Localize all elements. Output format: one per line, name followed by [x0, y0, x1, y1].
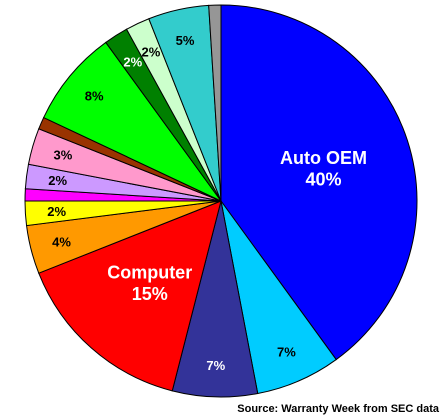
pie-slice: [220, 4, 418, 361]
slice-label: 2%: [48, 173, 67, 188]
slice-label: Computer 15%: [107, 262, 192, 304]
pie-slice: [42, 41, 222, 202]
slice-category: Computer: [107, 262, 192, 282]
slice-label: 2%: [47, 204, 66, 219]
slice-value-label: 2%: [142, 45, 161, 60]
slice-label: 7%: [277, 345, 296, 360]
slice-value-label: 2%: [123, 55, 142, 70]
slice-label: Auto OEM 40%: [280, 148, 367, 190]
slice-category: Auto OEM: [280, 148, 367, 168]
slice-value-label: 40%: [306, 170, 342, 190]
source-note: Source: Warranty Week from SEC data: [237, 403, 440, 415]
slice-label: 7%: [206, 358, 225, 373]
slice-label: 5%: [176, 33, 195, 48]
slice-label: 4%: [52, 234, 71, 249]
slice-value-label: 4%: [52, 234, 71, 249]
slice-label: 2%: [142, 45, 161, 60]
slice-value-label: 8%: [85, 89, 104, 104]
pie-slice: [38, 200, 222, 392]
slice-label: 8%: [85, 89, 104, 104]
slice-label: 3%: [53, 148, 72, 163]
slice-value-label: 3%: [53, 148, 72, 163]
slice-value-label: 7%: [277, 345, 296, 360]
slice-value-label: 2%: [48, 173, 67, 188]
slice-label: 2%: [123, 55, 142, 70]
pie-slice: [208, 4, 222, 202]
slice-value-label: 15%: [132, 284, 168, 304]
slice-value-label: 7%: [206, 358, 225, 373]
slice-value-label: 5%: [176, 33, 195, 48]
slice-value-label: 2%: [47, 204, 66, 219]
